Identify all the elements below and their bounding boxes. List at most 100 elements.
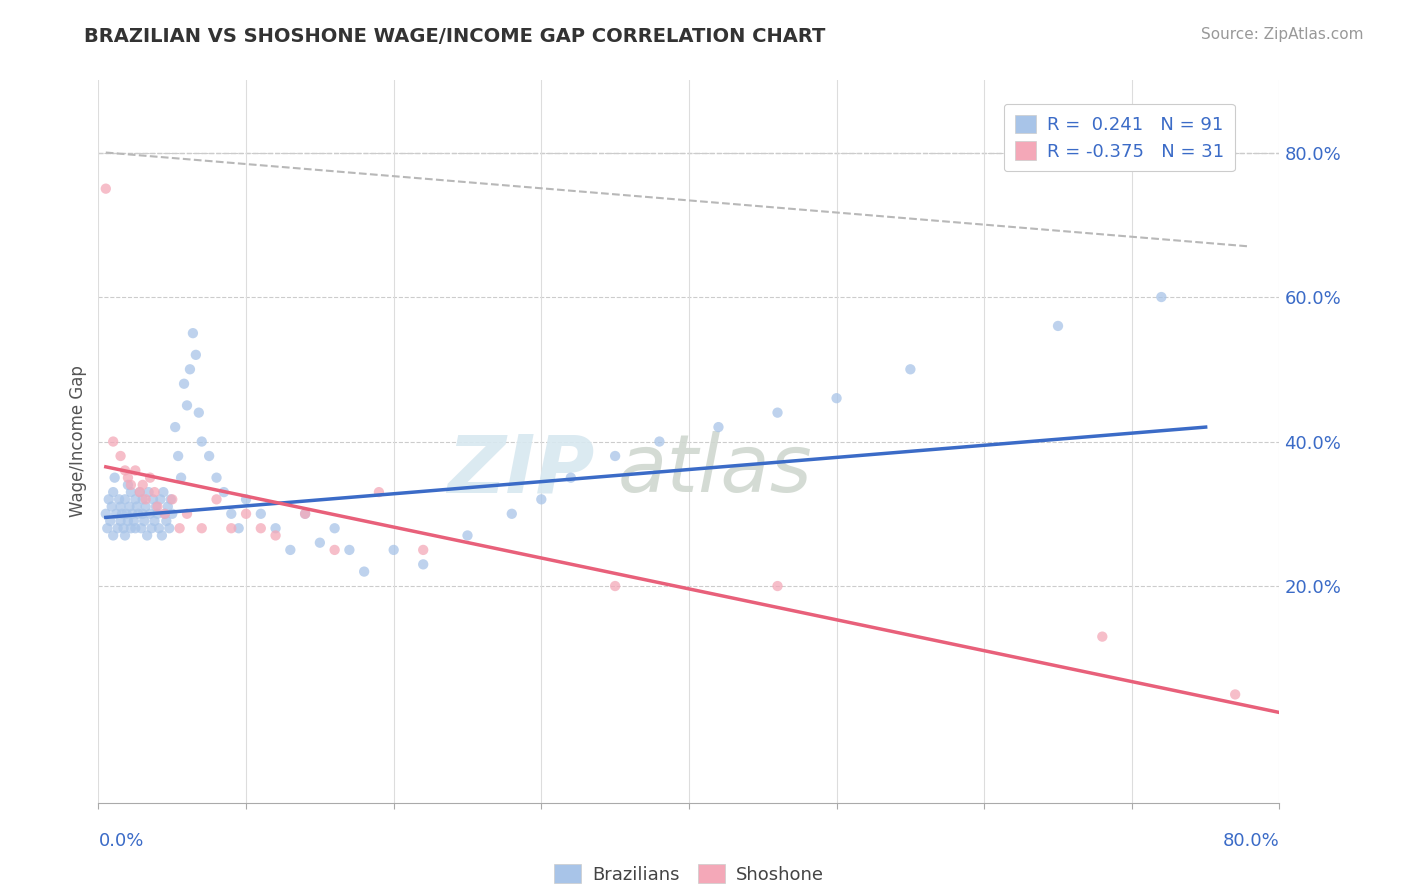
Point <box>264 528 287 542</box>
Point <box>135 500 157 514</box>
Point <box>605 579 627 593</box>
Point <box>156 500 179 514</box>
Point <box>339 542 361 557</box>
Point <box>153 507 176 521</box>
Point <box>412 558 434 572</box>
Point <box>221 507 243 521</box>
Point <box>132 492 155 507</box>
Point <box>169 521 191 535</box>
Point <box>605 449 627 463</box>
Point <box>120 485 142 500</box>
Point <box>134 514 156 528</box>
Point <box>560 471 582 485</box>
Point <box>132 507 155 521</box>
Point <box>187 406 209 420</box>
Point <box>205 492 228 507</box>
Point <box>124 521 146 535</box>
Point <box>900 362 922 376</box>
Point <box>1091 630 1114 644</box>
Point <box>707 420 730 434</box>
Point <box>146 507 169 521</box>
Point <box>1046 318 1070 333</box>
Point <box>139 507 162 521</box>
Point <box>412 542 434 557</box>
Text: BRAZILIAN VS SHOSHONE WAGE/INCOME GAP CORRELATION CHART: BRAZILIAN VS SHOSHONE WAGE/INCOME GAP CO… <box>84 27 825 45</box>
Point <box>176 398 198 412</box>
Text: 0.0%: 0.0% <box>98 831 143 850</box>
Point <box>530 492 553 507</box>
Point <box>165 420 187 434</box>
Point <box>112 521 135 535</box>
Text: atlas: atlas <box>619 432 813 509</box>
Point <box>108 492 131 507</box>
Point <box>117 514 139 528</box>
Point <box>157 521 180 535</box>
Point <box>98 514 121 528</box>
Point <box>1225 687 1247 701</box>
Point <box>173 376 195 391</box>
Point <box>145 500 167 514</box>
Point <box>353 565 375 579</box>
Point <box>179 362 201 376</box>
Point <box>120 478 142 492</box>
Point <box>135 492 157 507</box>
Point <box>103 485 125 500</box>
Point <box>181 326 204 340</box>
Point <box>94 181 117 195</box>
Point <box>110 449 132 463</box>
Point <box>235 507 257 521</box>
Point <box>111 507 134 521</box>
Point <box>221 521 243 535</box>
Point <box>117 478 139 492</box>
Point <box>141 521 163 535</box>
Text: ZIP: ZIP <box>447 432 595 509</box>
Point <box>309 535 332 549</box>
Point <box>142 492 165 507</box>
Point <box>96 521 118 535</box>
Point <box>107 521 129 535</box>
Point <box>114 463 136 477</box>
Point <box>121 507 143 521</box>
Text: Source: ZipAtlas.com: Source: ZipAtlas.com <box>1201 27 1364 42</box>
Point <box>184 348 207 362</box>
Point <box>103 434 125 449</box>
Point <box>167 449 190 463</box>
Point <box>128 485 150 500</box>
Point <box>825 391 848 405</box>
Point <box>162 507 183 521</box>
Point <box>124 463 146 477</box>
Point <box>122 514 145 528</box>
Point <box>382 542 405 557</box>
Point <box>94 507 117 521</box>
Point <box>212 485 235 500</box>
Point <box>205 471 228 485</box>
Text: 80.0%: 80.0% <box>1223 831 1279 850</box>
Point <box>149 492 172 507</box>
Point <box>766 406 789 420</box>
Point <box>150 528 173 542</box>
Point <box>143 485 166 500</box>
Point <box>110 514 132 528</box>
Point <box>648 434 671 449</box>
Point <box>250 521 273 535</box>
Point <box>176 507 198 521</box>
Point <box>114 492 136 507</box>
Point <box>250 507 273 521</box>
Point <box>128 485 150 500</box>
Point <box>153 507 176 521</box>
Point <box>139 471 162 485</box>
Point <box>368 485 391 500</box>
Point <box>136 528 159 542</box>
Point <box>198 449 221 463</box>
Point <box>191 521 214 535</box>
Point <box>235 492 257 507</box>
Point <box>138 485 160 500</box>
Point <box>457 528 479 542</box>
Point <box>1150 290 1173 304</box>
Point <box>105 507 128 521</box>
Point <box>294 507 316 521</box>
Point <box>766 579 789 593</box>
Point <box>162 492 183 507</box>
Point <box>120 521 142 535</box>
Point <box>148 521 170 535</box>
